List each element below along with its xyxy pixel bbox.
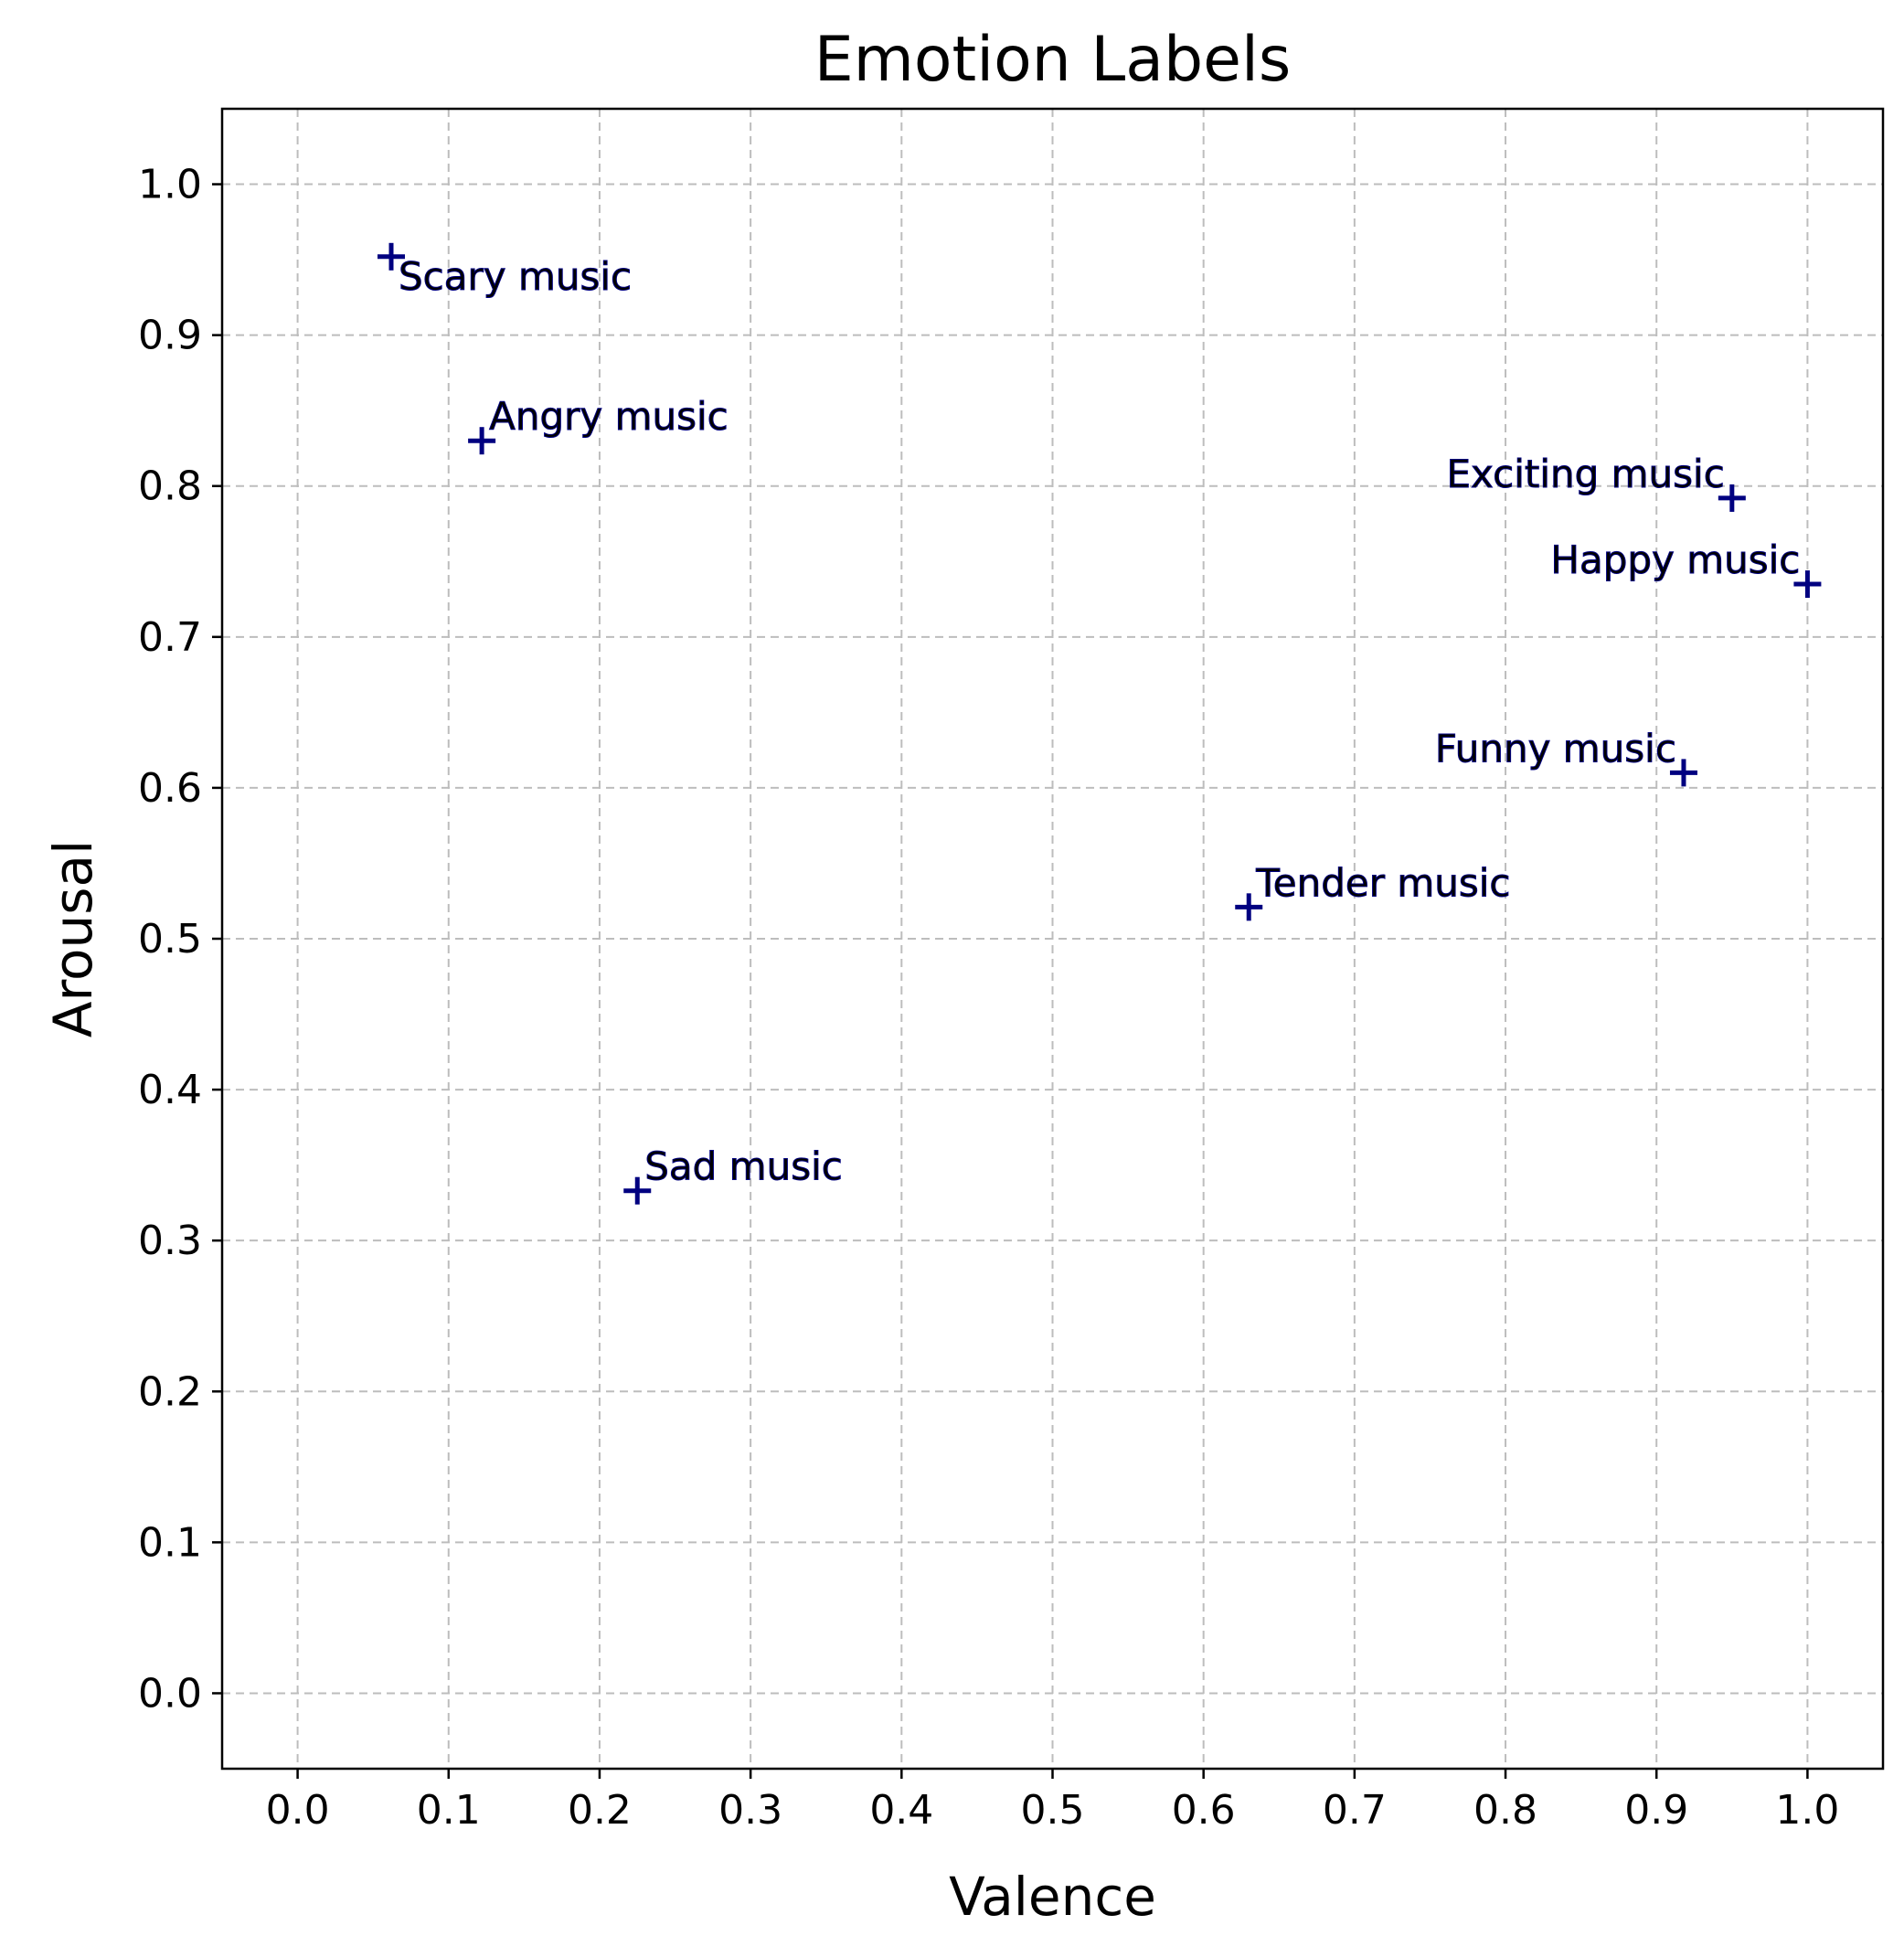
x-tick-label: 0.5 bbox=[1021, 1787, 1085, 1834]
x-axis-label: Valence bbox=[949, 1866, 1156, 1928]
x-tick-label: 0.3 bbox=[718, 1787, 782, 1834]
axis-ticks: 0.0 0.1 0.2 0.3 0.4 0.5 0.6 0.7 0.8 0.9 1.0 0.0 0.1 0… bbox=[138, 162, 1839, 1834]
y-tick-label: 0.3 bbox=[138, 1218, 202, 1264]
x-tick-label: 0.7 bbox=[1323, 1787, 1387, 1834]
point-label: Happy music bbox=[1550, 537, 1800, 582]
data-point: Tender music bbox=[1235, 860, 1511, 921]
y-tick-label: 1.0 bbox=[138, 162, 202, 208]
data-point: Exciting music bbox=[1446, 451, 1746, 512]
point-label: Tender music bbox=[1255, 860, 1510, 905]
point-label: Sad music bbox=[644, 1144, 843, 1189]
x-tick-label: 0.9 bbox=[1624, 1787, 1688, 1834]
point-label: Funny music bbox=[1435, 726, 1676, 771]
x-tick-label: 1.0 bbox=[1775, 1787, 1839, 1834]
data-point: Scary music bbox=[378, 242, 633, 299]
x-tick-label: 0.8 bbox=[1473, 1787, 1537, 1834]
point-label: Scary music bbox=[399, 254, 632, 299]
y-tick-label: 0.1 bbox=[138, 1519, 202, 1566]
chart-title: Emotion Labels bbox=[814, 24, 1292, 96]
data-points: Scary music Angry music Exciting music Happ… bbox=[378, 242, 1822, 1205]
x-tick-label: 0.2 bbox=[568, 1787, 632, 1834]
y-axis-label: Arousal bbox=[42, 840, 104, 1037]
data-point: Sad music bbox=[623, 1143, 843, 1205]
x-tick-label: 0.1 bbox=[417, 1787, 481, 1834]
y-tick-label: 0.9 bbox=[138, 313, 202, 359]
point-label: Exciting music bbox=[1446, 452, 1724, 496]
data-point: Angry music bbox=[468, 394, 729, 455]
y-tick-label: 0.2 bbox=[138, 1368, 202, 1415]
x-tick-label: 0.0 bbox=[266, 1787, 330, 1834]
data-point: Happy music bbox=[1550, 537, 1822, 599]
y-tick-label: 0.4 bbox=[138, 1067, 202, 1113]
y-tick-label: 0.7 bbox=[138, 614, 202, 661]
data-point: Funny music bbox=[1434, 726, 1697, 787]
x-tick-label: 0.4 bbox=[869, 1787, 933, 1834]
grid-lines bbox=[222, 109, 1883, 1769]
y-tick-label: 0.0 bbox=[138, 1670, 202, 1717]
y-tick-label: 0.8 bbox=[138, 463, 202, 510]
x-tick-label: 0.6 bbox=[1172, 1787, 1236, 1834]
point-label: Angry music bbox=[489, 394, 729, 439]
y-tick-label: 0.5 bbox=[138, 916, 202, 963]
y-tick-label: 0.6 bbox=[138, 765, 202, 812]
